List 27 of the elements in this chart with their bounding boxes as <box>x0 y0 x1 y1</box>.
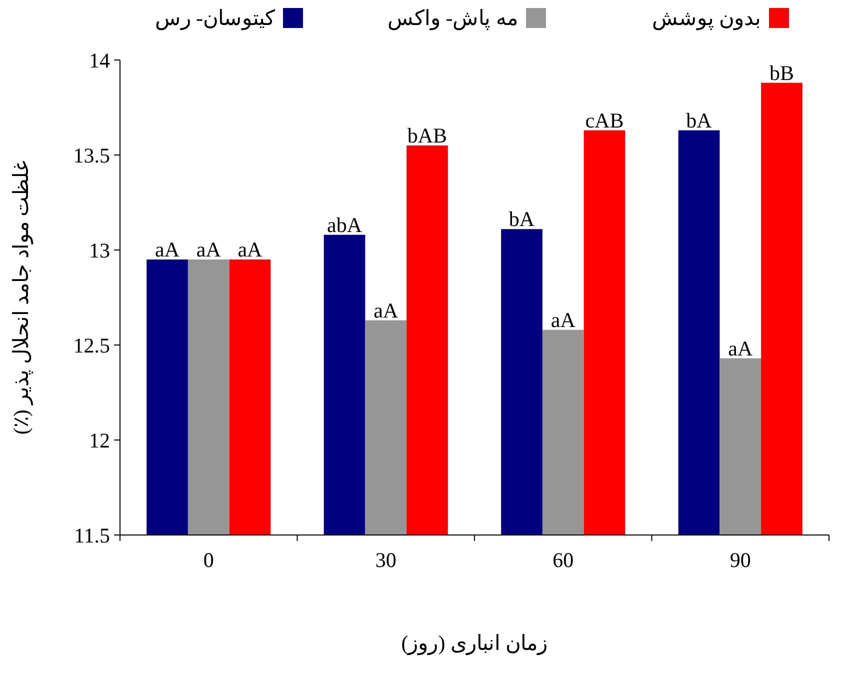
y-tick-label: 12.5 <box>73 333 110 358</box>
data-label: bA <box>686 108 713 132</box>
x-tick-label: 30 <box>375 548 396 572</box>
y-axis-title: غلظت مواد جامد انحلال پذیر (٪) <box>9 160 34 435</box>
y-tick-label: 13.5 <box>73 143 110 168</box>
y-tick-label: 11.5 <box>74 523 110 548</box>
x-axis-title: زمان انباری (روز) <box>401 631 548 656</box>
legend-label: کیتوسان- رس <box>154 6 275 31</box>
legend-label: مه پاش- واکس <box>388 6 518 31</box>
data-label: aA <box>550 308 576 332</box>
data-label: aA <box>196 238 222 262</box>
y-tick-label: 14 <box>89 48 110 72</box>
data-label: cAB <box>585 108 624 132</box>
data-label: aA <box>155 238 180 262</box>
data-label: aA <box>374 298 399 322</box>
x-tick-label: 60 <box>552 548 574 572</box>
data-label: bB <box>769 60 794 85</box>
data-label: bAB <box>407 124 448 148</box>
y-tick-label: 13 <box>89 238 110 262</box>
data-label: abA <box>327 212 363 237</box>
data-label: bA <box>508 207 536 232</box>
data-label: aA <box>238 238 264 262</box>
data-label: aA <box>728 336 754 360</box>
x-tick-label: 90 <box>730 548 751 572</box>
legend-label: بدون پوشش <box>652 6 761 31</box>
x-tick-label: 0 <box>203 548 214 572</box>
y-tick-label: 12 <box>89 428 110 452</box>
